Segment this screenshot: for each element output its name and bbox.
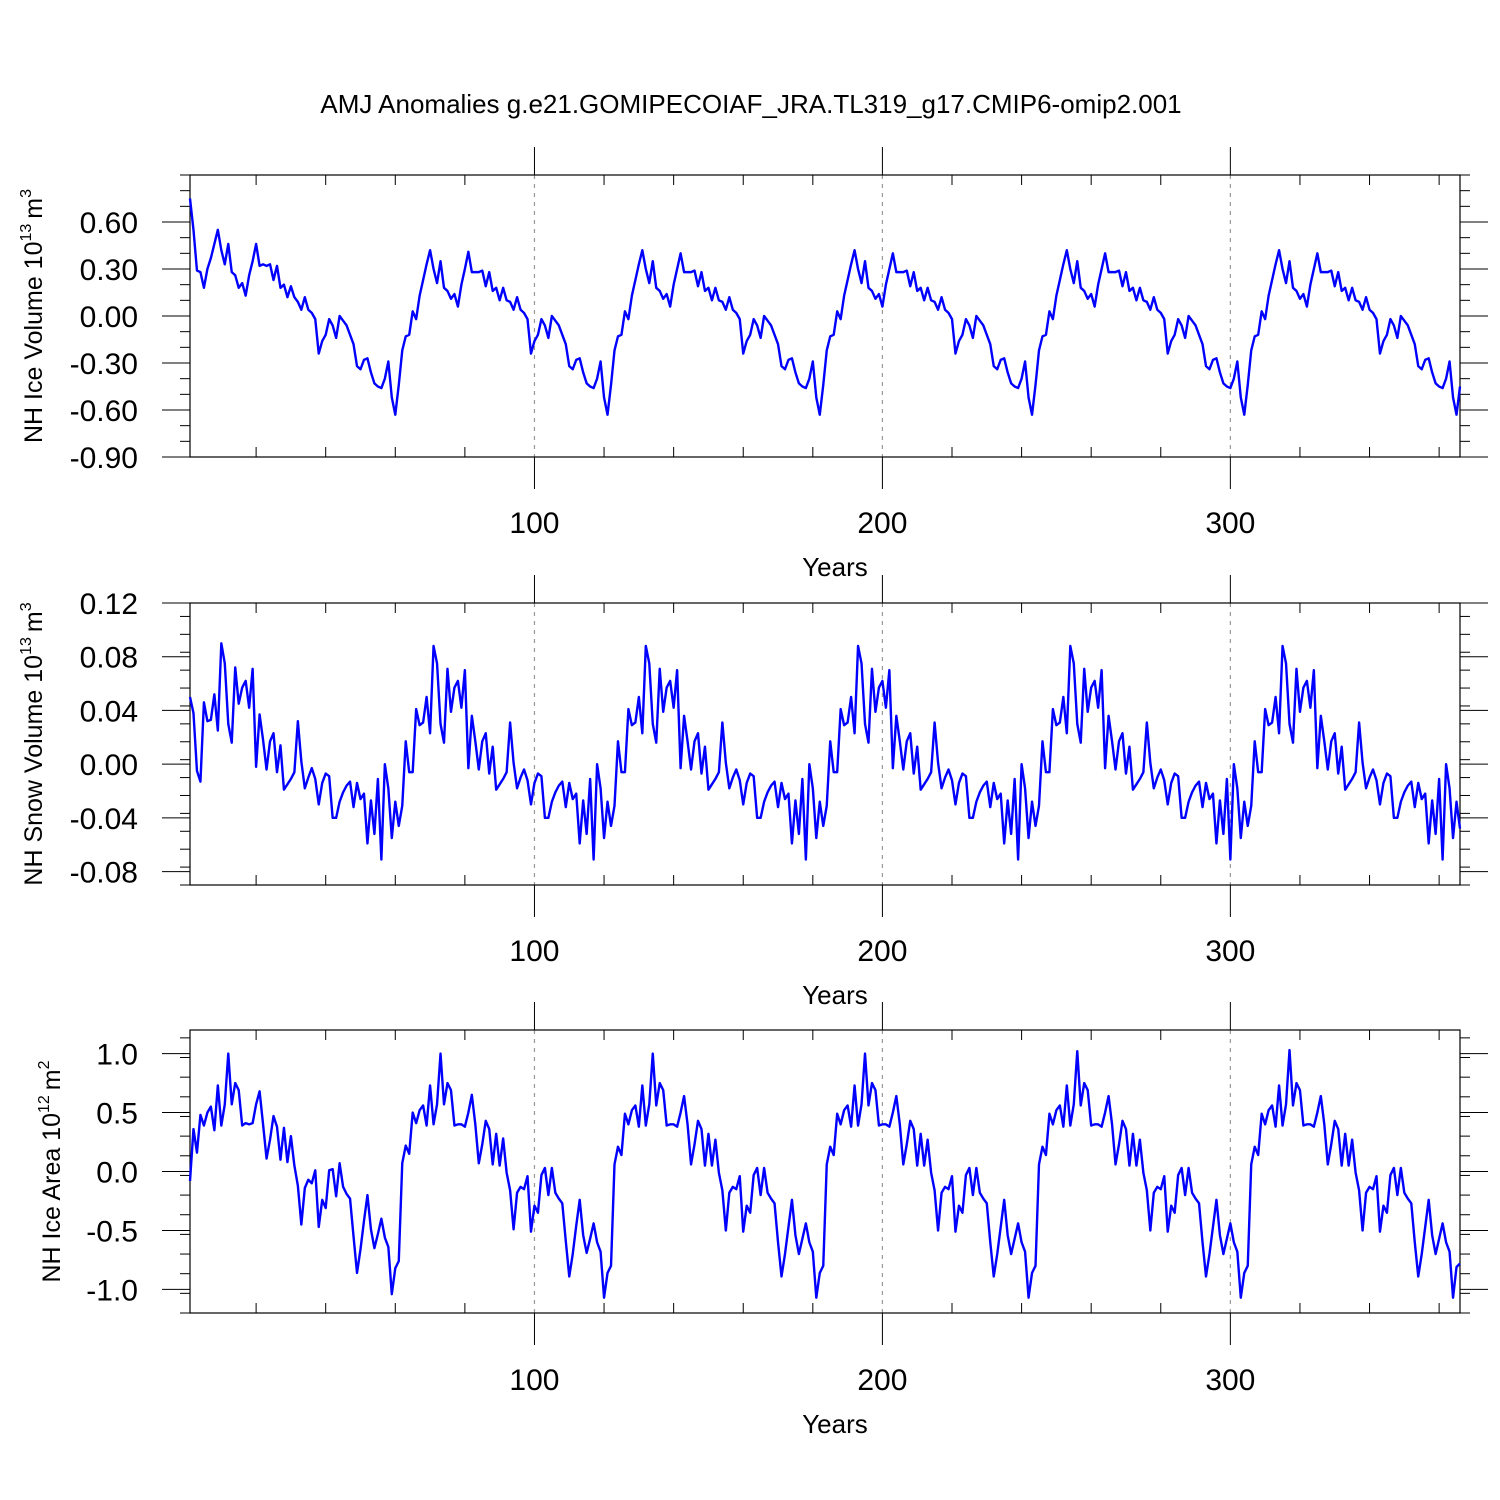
- y-tick-label: -0.30: [70, 348, 138, 381]
- y-tick-label: 0.0: [96, 1157, 138, 1190]
- y-axis-label-unit: m: [20, 611, 48, 632]
- x-tick-label: 200: [857, 1364, 907, 1397]
- snow-volume-panel: 100 200 300 -0.08 -0.04 0.00 0.04 0.08 0.12 Years…: [18, 575, 1488, 1010]
- y-axis-label-unit-exponent: 2: [36, 1060, 53, 1069]
- y-tick-label: 0.12: [80, 588, 138, 621]
- y-axis-label-text: NH Ice Volume 10: [20, 242, 48, 444]
- plot-frame: [189, 174, 1461, 458]
- y-tick-label: -0.04: [70, 803, 138, 836]
- plot-frame: [189, 1029, 1461, 1314]
- x-tick-label: 300: [1205, 1364, 1255, 1397]
- y-tick-label: 0.00: [80, 749, 138, 782]
- y-tick-label: 0.5: [96, 1098, 138, 1131]
- y-axis-label: NH Ice Area 1012 m2: [36, 1060, 66, 1282]
- y-axis-label-unit-exponent: 3: [18, 602, 35, 611]
- x-tick-label: 300: [1205, 935, 1255, 968]
- y-tick-label: 0.60: [80, 207, 138, 240]
- x-tick-label: 100: [509, 1364, 559, 1397]
- x-axis-label: Years: [802, 980, 868, 1010]
- x-tick-label: 100: [509, 507, 559, 540]
- x-tick-label: 300: [1205, 507, 1255, 540]
- y-axis-label-exponent: 13: [18, 637, 35, 655]
- y-tick-label: 0.30: [80, 254, 138, 287]
- y-tick-label: -0.90: [70, 442, 138, 475]
- y-axis-label-unit: m: [20, 198, 48, 219]
- y-axis-label-unit-exponent: 3: [18, 189, 35, 198]
- y-tick-label: 0.00: [80, 301, 138, 334]
- y-axis-label: NH Ice Volume 1013 m3: [18, 189, 48, 443]
- y-axis-label-unit: m: [38, 1069, 66, 1090]
- x-tick-label: 100: [509, 935, 559, 968]
- ice-area-panel: 100 200 300 -1.0 -0.5 0.0 0.5 1.0 Years NH Ice Ar…: [36, 1002, 1488, 1439]
- y-tick-label: -1.0: [86, 1274, 138, 1307]
- x-tick-label: 200: [857, 935, 907, 968]
- y-tick-label: -0.5: [86, 1215, 138, 1248]
- y-tick-label: 1.0: [96, 1039, 138, 1072]
- y-tick-label: 0.08: [80, 642, 138, 675]
- y-axis-label: NH Snow Volume 1013 m3: [18, 602, 48, 885]
- plot-frame: [189, 602, 1461, 886]
- y-axis-label-text: NH Snow Volume 10: [20, 655, 48, 886]
- figure-title: AMJ Anomalies g.e21.GOMIPECOIAF_JRA.TL31…: [320, 89, 1181, 119]
- y-tick-label: -0.60: [70, 395, 138, 428]
- ice-volume-panel: 100 200 300 -0.90 -0.60 -0.30 0.00 0.30 0.60 Year…: [18, 147, 1488, 582]
- y-tick-label: 0.04: [80, 695, 138, 728]
- y-axis-label-exponent: 12: [36, 1095, 53, 1113]
- x-axis-label: Years: [802, 552, 868, 582]
- y-axis-label-text: NH Ice Area 10: [38, 1113, 66, 1283]
- x-axis-label: Years: [802, 1409, 868, 1439]
- x-tick-label: 200: [857, 507, 907, 540]
- series-line-nh-snow-volume: [188, 642, 1462, 861]
- series-line-nh-ice-area: [188, 1048, 1461, 1299]
- y-axis-label-exponent: 13: [18, 224, 35, 242]
- y-tick-label: -0.08: [70, 857, 138, 890]
- series-line-nh-ice-volume: [188, 198, 1462, 416]
